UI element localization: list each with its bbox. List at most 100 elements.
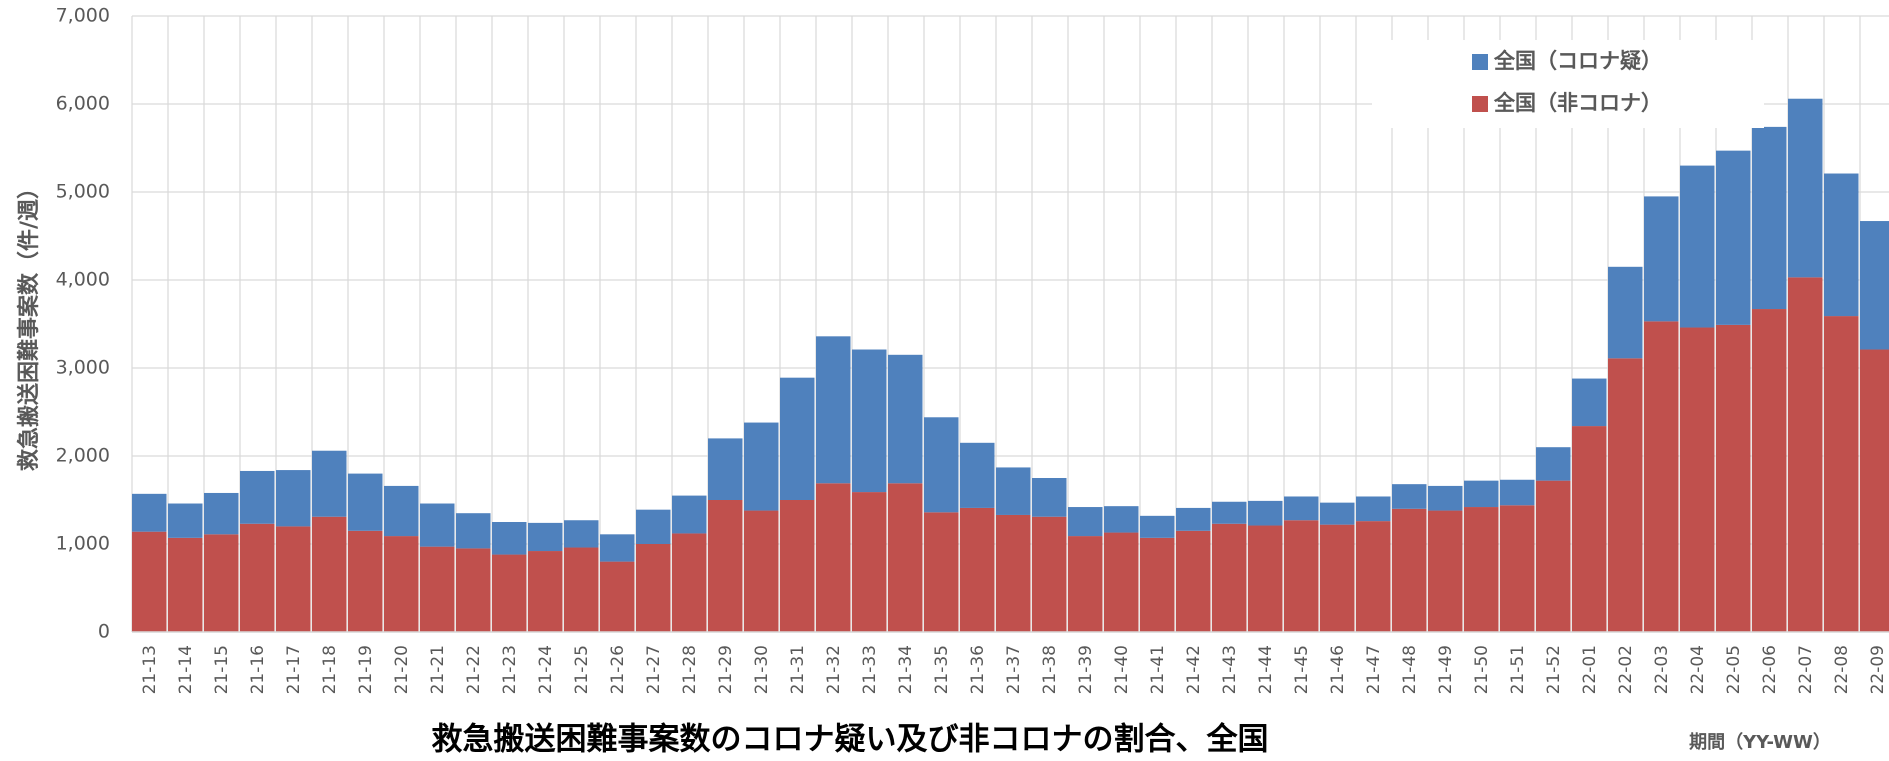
bar-segment — [1464, 507, 1499, 632]
bar-segment — [240, 523, 275, 632]
bar-segment — [1428, 485, 1463, 511]
bar-segment — [1104, 532, 1139, 632]
bar-segment — [1572, 426, 1607, 632]
bar-segment — [1140, 515, 1175, 538]
x-tick-label: 21-37 — [1004, 645, 1024, 694]
bar-segment — [816, 336, 851, 484]
bar-segment — [1032, 478, 1067, 517]
bar-segment — [1284, 520, 1319, 632]
x-tick-label: 21-14 — [176, 645, 196, 694]
x-axis-title: 期間（YY-WW） — [1689, 732, 1831, 753]
x-tick-label: 22-02 — [1616, 645, 1636, 694]
bar-segment — [1500, 505, 1535, 632]
x-tick-label: 21-13 — [140, 645, 160, 694]
bar-segment — [1680, 327, 1715, 632]
bar-segment — [168, 503, 203, 538]
x-tick-label: 21-22 — [464, 645, 484, 694]
y-tick-label: 3,000 — [56, 357, 110, 379]
bar-segment — [924, 417, 959, 513]
bar-segment — [708, 500, 743, 632]
bar-segment — [1212, 523, 1247, 632]
bar-segment — [1788, 98, 1823, 278]
x-tick-label: 21-28 — [680, 645, 700, 694]
bar-segment — [1536, 447, 1571, 481]
bar-segment — [456, 548, 491, 632]
bar-segment — [600, 561, 635, 632]
bar-segment — [888, 483, 923, 632]
x-tick-label: 21-31 — [788, 645, 808, 694]
bar-segment — [1356, 496, 1391, 522]
legend-swatch — [1472, 96, 1488, 112]
bar-segment — [1572, 378, 1607, 427]
x-tick-label: 21-48 — [1400, 645, 1420, 694]
bar-segment — [1860, 221, 1889, 350]
x-tick-label: 22-03 — [1652, 645, 1672, 694]
bar-segment — [1320, 502, 1355, 525]
bar-segment — [1248, 525, 1283, 632]
x-tick-label: 21-46 — [1328, 645, 1348, 694]
bar-segment — [384, 536, 419, 632]
x-tick-label: 21-20 — [392, 645, 412, 694]
x-tick-label: 21-16 — [248, 645, 268, 694]
x-tick-label: 21-42 — [1184, 645, 1204, 694]
x-tick-label: 21-29 — [716, 645, 736, 694]
y-tick-label: 1,000 — [56, 533, 110, 555]
bar-segment — [564, 547, 599, 632]
bar-segment — [384, 485, 419, 537]
chart-title: 救急搬送困難事案数のコロナ疑い及び非コロナの割合、全国 — [432, 722, 1269, 758]
bar-segment — [672, 495, 707, 534]
bar-segment — [420, 503, 455, 547]
x-tick-label: 21-35 — [932, 645, 952, 694]
bar-segment — [1212, 501, 1247, 524]
bar-segment — [240, 470, 275, 524]
legend-box — [1372, 40, 1764, 128]
y-axis-title: 救急搬送困難事案数（件/週） — [16, 177, 42, 471]
bar-segment — [1608, 358, 1643, 632]
bar-segment — [744, 422, 779, 511]
bar-segment — [708, 438, 743, 500]
bar-segment — [204, 492, 239, 535]
bar-segment — [1248, 500, 1283, 526]
bar-segment — [1500, 479, 1535, 506]
y-tick-label: 0 — [98, 621, 110, 643]
x-tick-label: 21-25 — [572, 645, 592, 694]
x-tick-label: 21-34 — [896, 645, 916, 694]
legend-label: 全国（非コロナ） — [1493, 91, 1662, 115]
x-tick-label: 21-47 — [1364, 645, 1384, 694]
bar-segment — [1644, 321, 1679, 632]
y-tick-label: 6,000 — [56, 93, 110, 115]
bar-segment — [312, 450, 347, 517]
bar-segment — [492, 522, 527, 555]
bar-segment — [852, 349, 887, 493]
x-tick-label: 21-49 — [1436, 645, 1456, 694]
bar-segment — [672, 533, 707, 632]
bar-segment — [960, 442, 995, 508]
bar-segment — [780, 500, 815, 632]
x-tick-label: 21-32 — [824, 645, 844, 694]
x-tick-label: 21-27 — [644, 645, 664, 694]
x-tick-label: 21-17 — [284, 645, 304, 694]
x-tick-label: 21-44 — [1256, 645, 1276, 694]
bar-segment — [420, 546, 455, 632]
bar-segment — [348, 530, 383, 632]
bar-segment — [1536, 480, 1571, 632]
x-tick-label: 21-36 — [968, 645, 988, 694]
bar-segment — [1176, 507, 1211, 531]
bar-segment — [1140, 537, 1175, 632]
x-tick-label: 21-45 — [1292, 645, 1312, 694]
bar-segment — [528, 551, 563, 632]
bar-segment — [744, 510, 779, 632]
y-tick-label: 5,000 — [56, 181, 110, 203]
bar-segment — [1428, 510, 1463, 632]
bar-segment — [636, 544, 671, 632]
y-tick-label: 2,000 — [56, 445, 110, 467]
bar-segment — [1860, 349, 1889, 632]
bar-segment — [852, 492, 887, 632]
x-tick-label: 21-38 — [1040, 645, 1060, 694]
bar-segment — [1824, 173, 1859, 317]
x-tick-label: 21-15 — [212, 645, 232, 694]
bar-segment — [1032, 516, 1067, 632]
bar-segment — [276, 470, 311, 527]
legend-swatch — [1472, 54, 1488, 70]
y-tick-label: 4,000 — [56, 269, 110, 291]
